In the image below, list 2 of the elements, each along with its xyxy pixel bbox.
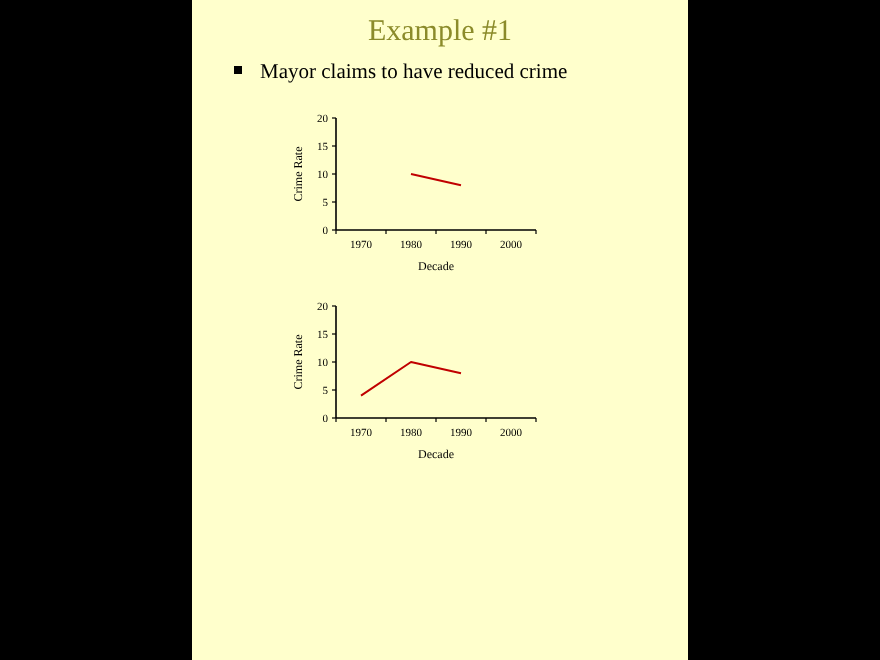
- chart-title: Example #1: [367, 16, 513, 48]
- chart-subtitle: Mayor claims to have reduced crime: [260, 62, 568, 84]
